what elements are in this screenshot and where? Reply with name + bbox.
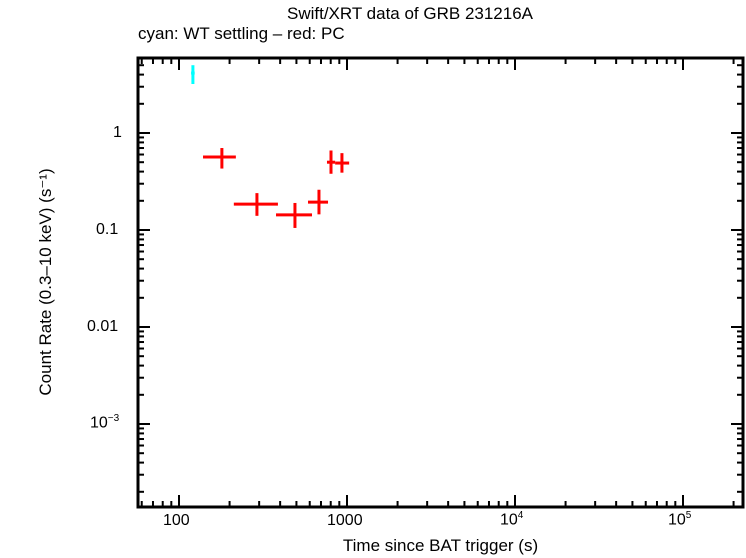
data-point — [335, 153, 350, 173]
y-tick-1: 1 — [113, 124, 122, 141]
chart-title: Swift/XRT data of GRB 231216A — [287, 4, 534, 23]
data-point — [191, 65, 195, 85]
x-tick-100: 100 — [163, 512, 190, 529]
axes — [136, 56, 745, 509]
y-axis-label: Count Rate (0.3–10 keV) (s⁻¹) — [36, 168, 55, 396]
x-tick-1000: 1000 — [327, 512, 363, 529]
y-tick-1e-3: 10−3 — [90, 413, 120, 432]
data-point — [276, 202, 313, 228]
data-point — [326, 150, 336, 174]
y-tick-0.01: 0.01 — [87, 318, 119, 335]
data-points — [191, 65, 350, 228]
x-tick-1e5: 105 — [668, 510, 692, 529]
chart-subtitle: cyan: WT settling – red: PC — [138, 24, 345, 43]
x-axis-label: Time since BAT trigger (s) — [342, 536, 539, 555]
data-point — [203, 148, 236, 169]
plot-frame — [136, 56, 745, 509]
x-tick-1e4: 104 — [500, 510, 524, 529]
data-point — [308, 189, 329, 215]
y-tick-0.1: 0.1 — [96, 221, 119, 238]
data-point — [233, 193, 278, 216]
